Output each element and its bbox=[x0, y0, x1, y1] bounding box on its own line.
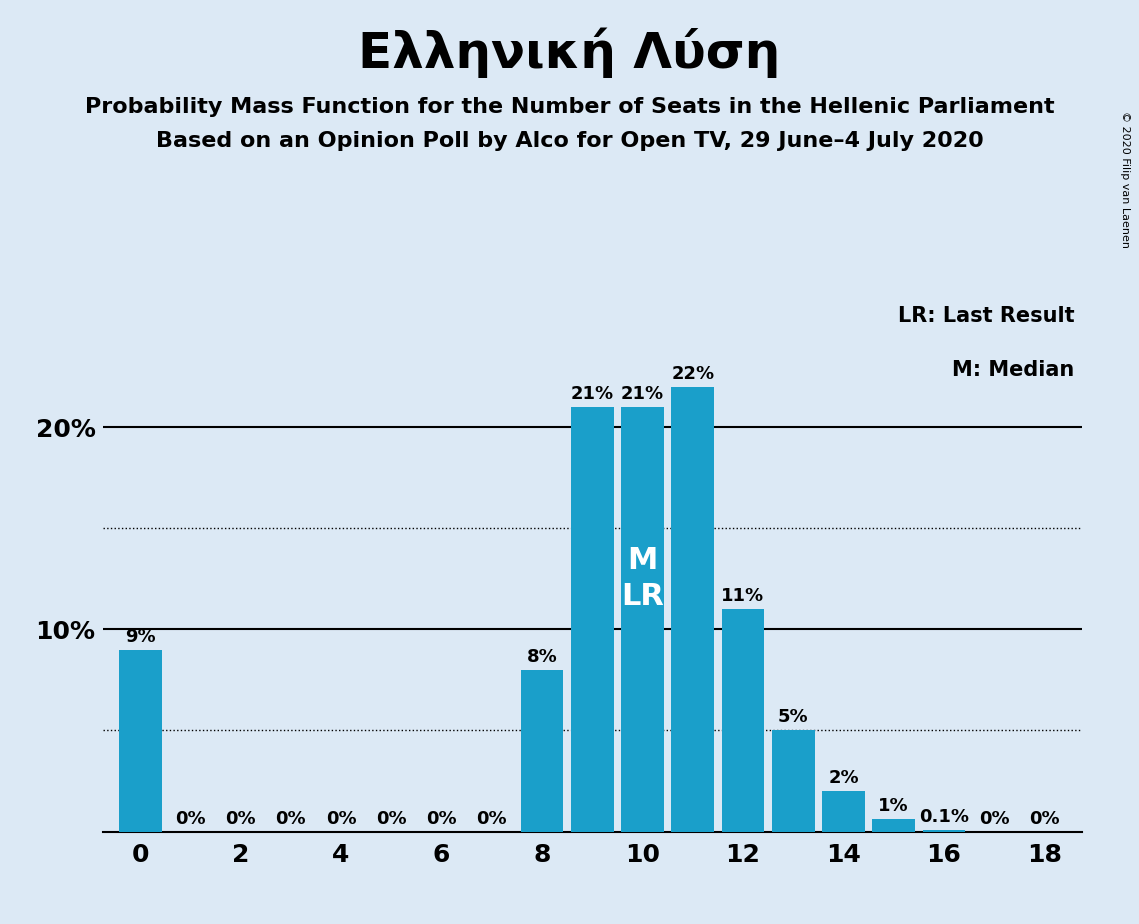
Bar bbox=[722, 609, 764, 832]
Text: Probability Mass Function for the Number of Seats in the Hellenic Parliament: Probability Mass Function for the Number… bbox=[84, 97, 1055, 117]
Text: 0%: 0% bbox=[476, 809, 507, 828]
Text: M: Median: M: Median bbox=[952, 360, 1074, 380]
Text: Ελληνική Λύση: Ελληνική Λύση bbox=[359, 28, 780, 79]
Text: Based on an Opinion Poll by Alco for Open TV, 29 June–4 July 2020: Based on an Opinion Poll by Alco for Ope… bbox=[156, 131, 983, 152]
Text: 2%: 2% bbox=[828, 769, 859, 787]
Text: 22%: 22% bbox=[671, 365, 714, 383]
Text: 1%: 1% bbox=[878, 797, 909, 815]
Bar bbox=[822, 791, 865, 832]
Text: 0%: 0% bbox=[376, 809, 407, 828]
Text: LR: Last Result: LR: Last Result bbox=[898, 307, 1074, 326]
Text: © 2020 Filip van Laenen: © 2020 Filip van Laenen bbox=[1121, 111, 1130, 248]
Bar bbox=[621, 407, 664, 832]
Text: 21%: 21% bbox=[571, 385, 614, 403]
Bar bbox=[772, 731, 814, 832]
Text: 9%: 9% bbox=[125, 627, 156, 646]
Bar bbox=[923, 830, 965, 832]
Text: 21%: 21% bbox=[621, 385, 664, 403]
Text: 11%: 11% bbox=[721, 587, 764, 605]
Text: 5%: 5% bbox=[778, 709, 809, 726]
Bar bbox=[671, 386, 714, 832]
Text: 8%: 8% bbox=[526, 648, 557, 666]
Text: 0%: 0% bbox=[978, 809, 1009, 828]
Text: M
LR: M LR bbox=[621, 546, 664, 612]
Text: 0%: 0% bbox=[326, 809, 357, 828]
Text: 0%: 0% bbox=[175, 809, 206, 828]
Text: 0%: 0% bbox=[226, 809, 256, 828]
Text: 0%: 0% bbox=[426, 809, 457, 828]
Bar bbox=[872, 820, 915, 832]
Bar bbox=[118, 650, 162, 832]
Text: 0%: 0% bbox=[1029, 809, 1059, 828]
Text: 0.1%: 0.1% bbox=[919, 808, 969, 825]
Text: 0%: 0% bbox=[276, 809, 306, 828]
Bar bbox=[521, 670, 564, 832]
Bar bbox=[571, 407, 614, 832]
